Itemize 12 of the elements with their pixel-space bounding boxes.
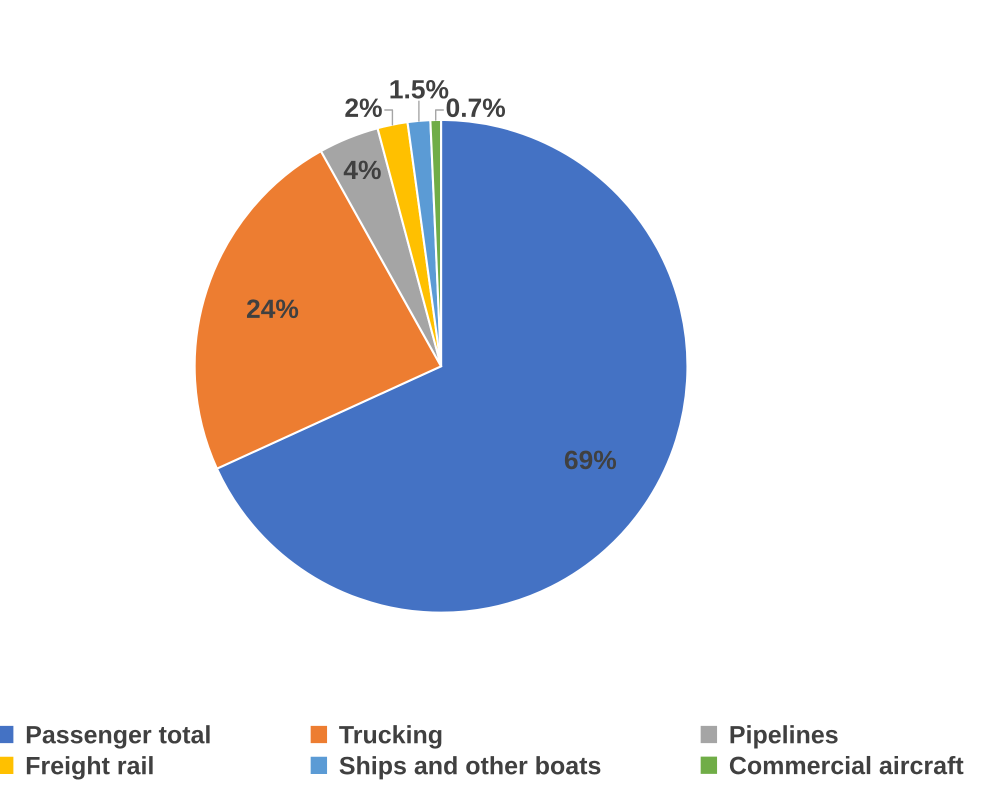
legend-label: Trucking [339,725,442,749]
legend-label: Pipelines [730,725,838,748]
legend-label: Passenger total [26,725,210,749]
data-label: 24% [246,299,298,318]
data-label: 4% [344,160,381,180]
legend-label: Ships and other boats [340,756,600,780]
data-label: 69% [564,450,616,470]
legend-label: Freight rail [26,756,153,780]
legend-label: Commercial aircraft [730,756,964,774]
data-label: 1.5% [390,80,448,99]
data-label: 0.7% [446,98,506,118]
data-label: 2% [345,98,382,118]
